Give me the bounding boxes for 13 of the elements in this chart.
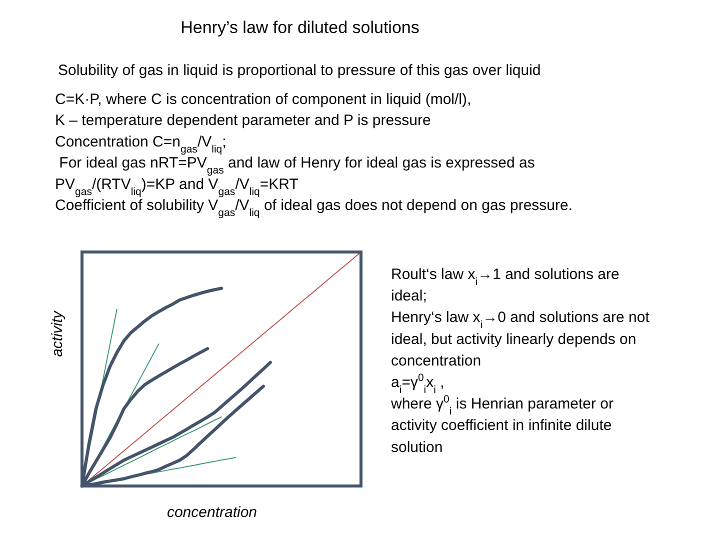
text: where γ$^{0}$$_{i}$ is Henrian parameter or activity coefficient in infinite dilute solution (391, 394, 614, 456)
text: a$_{i}$=γ$^{0}$$_{i}$x$_{i}$ , (391, 372, 444, 396)
text: C=K·P, where C is concentration of component in liquid (mol/l), (55, 91, 472, 108)
text: For ideal gas nRT=PV$_{gas}$ and law of Henry for ideal gas is expressed as (55, 154, 535, 177)
text: K – temperature dependent parameter and P is pressure (55, 112, 431, 130)
x-axis-title: concentration (166, 504, 258, 521)
text: PV$_{gas}$/(RTV$_{liq}$)=KP and V$_{gas}$/V$_{liq}$=KRT (55, 176, 298, 198)
text: Roult‘s law x$_{i}$→1 and solutions are ideal; (391, 266, 620, 305)
text: Concentration C=n$_{gas}$/V$_{liq}$; (55, 133, 226, 156)
y-axis-title: activity (49, 310, 66, 357)
chart-title: Henry’s law for diluted solutions (180, 18, 420, 37)
chart-subtitle: Solubility of gas in liquid is proportional to pressure of this gas over liquid (58, 62, 541, 79)
text: Coefficient of solubility V$_{gas}$/V$_{liq}$ of ideal gas does not depend on gas pressure. (55, 197, 573, 219)
